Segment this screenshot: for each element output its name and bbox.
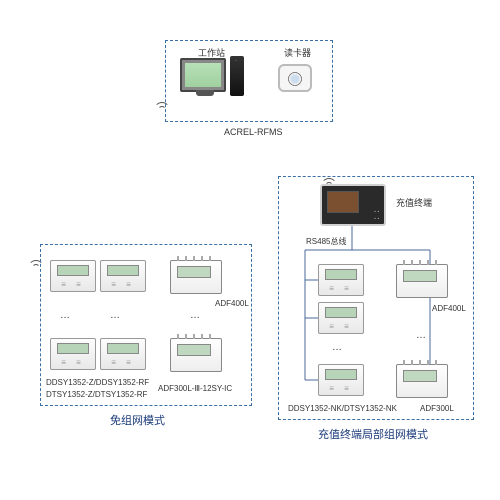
meter-device-icon: [318, 264, 364, 296]
workstation-monitor-icon: [180, 58, 226, 92]
system-label: ACREL-RFMS: [224, 127, 283, 137]
left-group-title: 免组网模式: [110, 412, 165, 428]
wireless-icon: [156, 104, 168, 116]
meter-device-icon: [318, 302, 364, 334]
workstation-tower-icon: [230, 56, 244, 96]
meter-device-icon: [100, 260, 146, 292]
ellipsis-icon: …: [110, 310, 122, 321]
ellipsis-icon: …: [60, 310, 72, 321]
recharge-terminal-icon: [320, 184, 386, 226]
adf-device-icon: [396, 264, 448, 298]
adf-device-icon: [170, 260, 222, 294]
right-meter-model: DDSY1352-NK/DTSY1352-NK: [288, 404, 397, 413]
meter-device-icon: [318, 364, 364, 396]
meter-device-icon: [50, 260, 96, 292]
adf400l-label: ADF400L: [215, 299, 249, 308]
meter-device-icon: [50, 338, 96, 370]
ellipsis-icon: …: [332, 342, 344, 353]
adf-device-icon: [170, 338, 222, 372]
meter-device-icon: [100, 338, 146, 370]
card-reader-icon: [278, 64, 312, 92]
reader-label: 读卡器: [284, 46, 311, 59]
right-group-title: 充值终端局部组网模式: [318, 426, 428, 442]
adf400l-label-r: ADF400L: [432, 304, 466, 313]
left-adf-model: ADF300L-Ⅲ-12SY-IC: [158, 384, 232, 393]
adf-device-icon: [396, 364, 448, 398]
ellipsis-icon: …: [190, 310, 202, 321]
bus-label: RS485总线: [306, 236, 346, 247]
right-adf-model: ADF300L: [420, 404, 454, 413]
left-meter-model-1: DDSY1352-Z/DDSY1352-RF: [46, 378, 149, 387]
terminal-label: 充值终端: [396, 196, 432, 209]
left-meter-model-2: DTSY1352-Z/DTSY1352-RF: [46, 390, 147, 399]
workstation-label: 工作站: [198, 46, 225, 59]
ellipsis-icon: …: [416, 330, 428, 341]
